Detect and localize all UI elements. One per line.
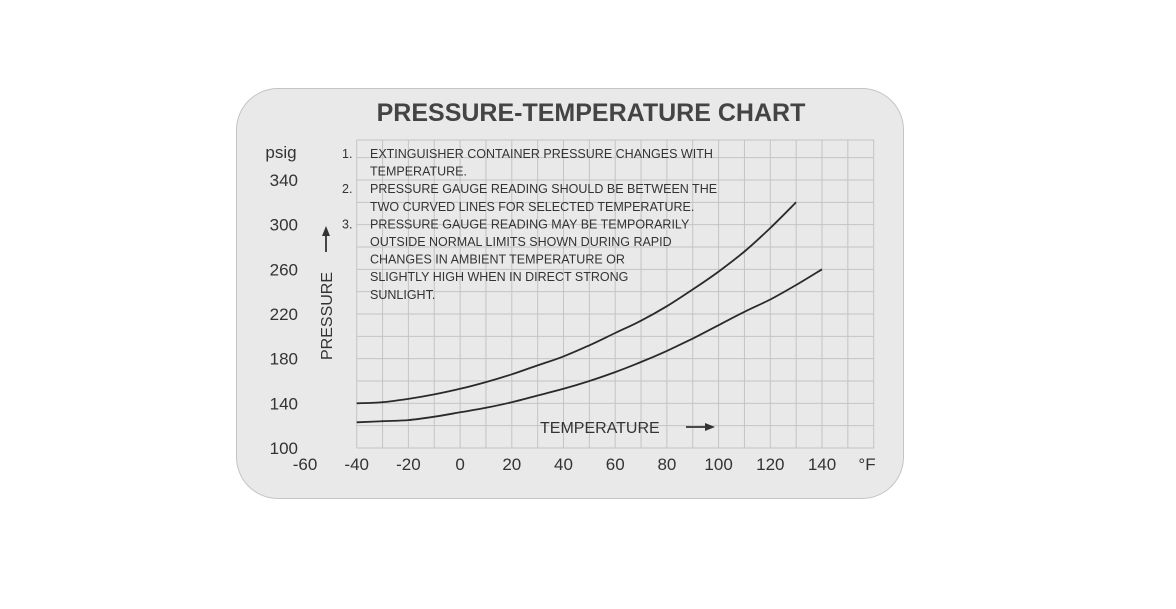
chart-notes: 1. EXTINGUISHER CONTAINER PRESSURE CHANGE… bbox=[342, 147, 717, 302]
y-tick-label: 180 bbox=[270, 350, 298, 369]
note-line: TWO CURVED LINES FOR SELECTED TEMPERATUR… bbox=[370, 200, 694, 214]
x-axis-label-text: TEMPERATURE bbox=[540, 420, 660, 437]
note-number: 2. bbox=[342, 182, 352, 196]
y-tick-label: 100 bbox=[270, 439, 298, 458]
x-axis-label: TEMPERATURE bbox=[540, 420, 715, 437]
note-number: 3. bbox=[342, 217, 352, 231]
x-tick-label: 80 bbox=[657, 455, 676, 474]
y-axis-label: PRESSURE bbox=[319, 226, 336, 360]
y-tick-labels: 100 140 180 220 260 300 340 bbox=[270, 171, 298, 458]
x-tick-label: 60 bbox=[606, 455, 625, 474]
y-tick-label: 340 bbox=[270, 171, 298, 190]
note-line: OUTSIDE NORMAL LIMITS SHOWN DURING RAPID bbox=[370, 235, 672, 249]
x-tick-label: 100 bbox=[704, 455, 732, 474]
x-unit-label: °F bbox=[858, 455, 875, 474]
note-number: 1. bbox=[342, 147, 352, 161]
note-line: TEMPERATURE. bbox=[370, 165, 467, 179]
x-tick-label: 120 bbox=[756, 455, 784, 474]
chart-title: PRESSURE-TEMPERATURE CHART bbox=[377, 99, 806, 127]
y-tick-label: 260 bbox=[270, 260, 298, 279]
x-tick-label: 20 bbox=[502, 455, 521, 474]
note-line: SUNLIGHT. bbox=[370, 288, 435, 302]
x-tick-label: 40 bbox=[554, 455, 573, 474]
x-tick-label: -20 bbox=[396, 455, 421, 474]
y-axis-label-text: PRESSURE bbox=[319, 272, 336, 360]
upper-limit-curve bbox=[356, 201, 797, 405]
note-line: CHANGES IN AMBIENT TEMPERATURE OR bbox=[370, 253, 625, 267]
y-tick-label: 140 bbox=[270, 394, 298, 413]
y-tick-label: 220 bbox=[270, 305, 298, 324]
y-unit-label: psig bbox=[265, 143, 296, 162]
x-tick-label: -40 bbox=[344, 455, 369, 474]
up-arrow-icon bbox=[322, 226, 330, 252]
right-arrow-icon bbox=[686, 423, 715, 431]
note-line: EXTINGUISHER CONTAINER PRESSURE CHANGES … bbox=[370, 147, 713, 161]
note-line: PRESSURE GAUGE READING SHOULD BE BETWEEN… bbox=[370, 182, 717, 196]
grid bbox=[356, 139, 875, 449]
pressure-curves bbox=[356, 201, 823, 424]
x-tick-label: 140 bbox=[808, 455, 836, 474]
lower-limit-curve bbox=[356, 268, 823, 424]
chart-placard bbox=[236, 88, 904, 499]
note-line: PRESSURE GAUGE READING MAY BE TEMPORARIL… bbox=[370, 217, 690, 231]
x-tick-label: -60 bbox=[293, 455, 318, 474]
x-tick-labels: -60 -40 -20 0 20 40 60 80 100 120 140 bbox=[293, 455, 836, 474]
note-line: SLIGHTLY HIGH WHEN IN DIRECT STRONG bbox=[370, 270, 628, 284]
y-tick-label: 300 bbox=[270, 216, 298, 235]
x-tick-label: 0 bbox=[455, 455, 464, 474]
